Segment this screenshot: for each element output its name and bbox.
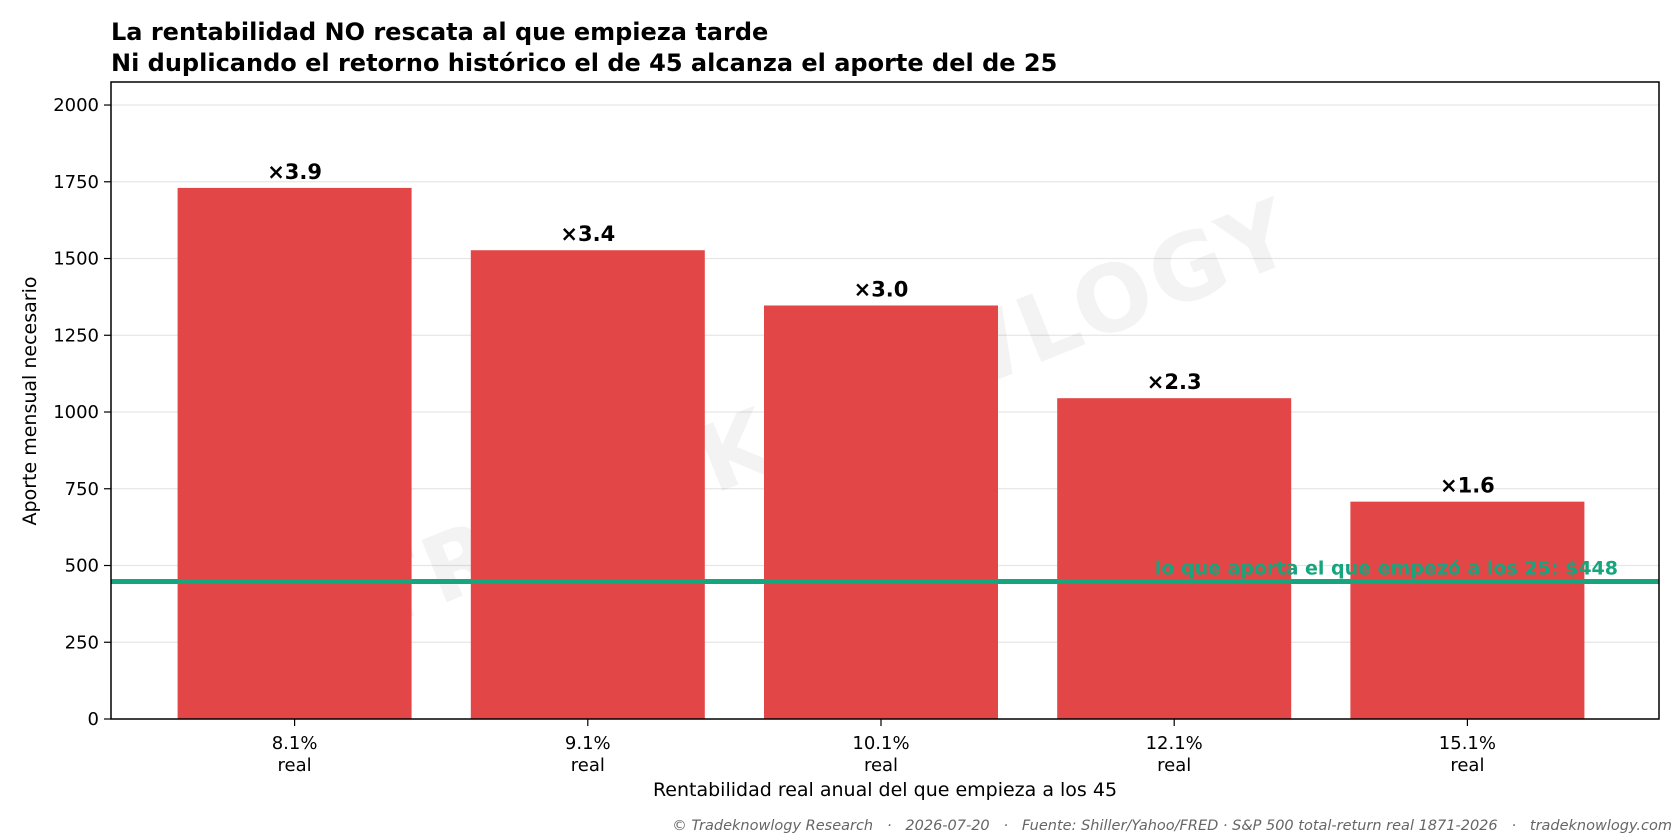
x-tick-label: real	[278, 755, 312, 776]
y-tick-label: 1500	[53, 249, 99, 270]
bar	[470, 250, 705, 719]
x-tick-label: 12.1%	[1146, 733, 1203, 754]
bar	[1057, 398, 1292, 719]
y-tick-label: 1250	[53, 325, 99, 346]
chart-subtitle: Ni duplicando el retorno histórico el de…	[111, 49, 1057, 77]
x-tick-label: 10.1%	[852, 733, 909, 754]
x-tick-label: real	[1450, 755, 1484, 776]
bar	[1350, 501, 1585, 719]
x-tick-label: 9.1%	[565, 733, 611, 754]
x-tick-label: 8.1%	[272, 733, 318, 754]
x-tick-label: real	[864, 755, 898, 776]
footer-text: © Tradeknowlogy Research · 2026-07-20 · …	[672, 818, 1672, 834]
bar	[177, 187, 412, 720]
bars: ×3.9 ×3.4 ×3.0 ×2.3 ×1.6	[177, 160, 1585, 720]
y-axis-label: Aporte mensual necesario	[19, 277, 41, 526]
x-tick-label: real	[1157, 755, 1191, 776]
axes: 0250500750100012501500175020008.1%real9.…	[53, 81, 1660, 776]
chart-title: La rentabilidad NO rescata al que empiez…	[111, 18, 768, 46]
bar-value-label: ×1.6	[1440, 474, 1495, 498]
reference-line-group: lo que aporta el que empezó a los 25: $4…	[111, 557, 1659, 584]
bar-value-label: ×3.9	[267, 160, 322, 184]
x-tick-label: real	[571, 755, 605, 776]
bar-value-label: ×3.0	[854, 277, 909, 301]
y-tick-label: 500	[65, 556, 99, 577]
y-tick-label: 250	[65, 632, 99, 653]
x-axis-label: Rentabilidad real anual del que empieza …	[653, 779, 1117, 801]
y-tick-label: 750	[65, 479, 99, 500]
y-tick-label: 1000	[53, 402, 99, 423]
x-tick-label: 15.1%	[1439, 733, 1496, 754]
y-tick-label: 1750	[53, 172, 99, 193]
bar-value-label: ×3.4	[560, 222, 615, 246]
bar	[764, 305, 998, 719]
reference-line-label: lo que aporta el que empezó a los 25: $4…	[1155, 557, 1618, 579]
plot-frame	[110, 81, 1660, 720]
bar-value-label: ×2.3	[1147, 370, 1202, 394]
y-tick-label: 2000	[53, 95, 99, 116]
y-tick-label: 0	[88, 709, 99, 730]
